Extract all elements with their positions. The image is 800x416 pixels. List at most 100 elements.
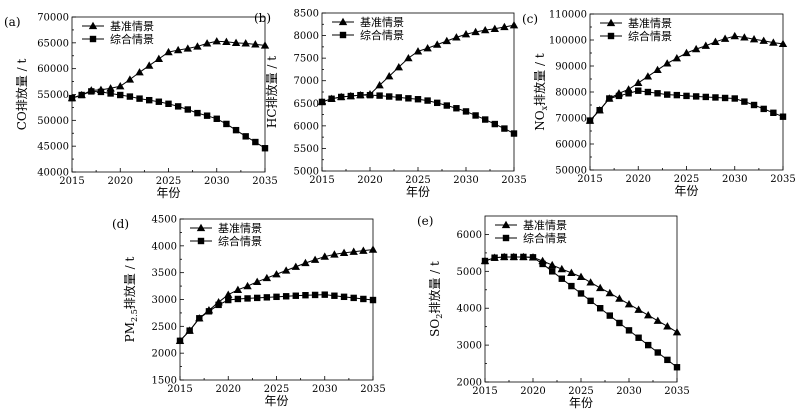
x-tick-label: 2030 <box>453 175 478 186</box>
data-point <box>155 98 163 105</box>
data-point <box>263 294 271 301</box>
panel-label: (c) <box>522 12 538 26</box>
data-point <box>605 288 614 297</box>
y-tick-label: 110000 <box>549 10 587 21</box>
data-point <box>568 282 575 290</box>
y-axis-label: NOx排放量 / t <box>532 53 549 131</box>
data-point <box>606 312 613 319</box>
y-axis-label: HC排放量 / t <box>264 56 279 128</box>
x-tick-label: 2025 <box>405 175 430 186</box>
legend-marker <box>607 32 615 40</box>
data-point <box>501 253 508 261</box>
data-point <box>224 290 233 298</box>
series-baseline <box>317 20 519 106</box>
x-tick-label: 2015 <box>59 176 84 187</box>
data-point <box>252 138 259 146</box>
data-point <box>615 92 623 100</box>
data-point <box>318 98 326 106</box>
data-point <box>596 107 603 114</box>
data-point <box>174 103 182 110</box>
data-point <box>491 120 498 128</box>
data-point <box>414 96 422 103</box>
data-point <box>232 126 240 134</box>
data-point <box>302 292 309 299</box>
y-tick-label: 60000 <box>37 64 69 75</box>
data-point <box>126 93 134 100</box>
legend-marker <box>338 17 348 26</box>
data-point <box>369 296 377 304</box>
panel-label: (a) <box>4 15 21 29</box>
y-tick-label: 50000 <box>555 166 587 177</box>
data-point <box>261 145 269 152</box>
data-point <box>434 99 441 107</box>
data-point <box>663 59 672 67</box>
data-point <box>586 117 594 124</box>
data-point <box>712 94 719 101</box>
data-point <box>424 97 431 104</box>
data-point <box>635 334 642 341</box>
legend-marker <box>196 223 206 232</box>
y-axis-label: SO2排放量 / t <box>427 261 444 337</box>
data-point <box>116 82 125 90</box>
series-baseline <box>585 31 788 124</box>
x-tick-label: 2035 <box>360 384 385 395</box>
legend-marker <box>502 234 510 242</box>
data-point <box>769 38 778 46</box>
data-point <box>405 95 412 102</box>
data-point <box>433 40 442 48</box>
data-point <box>721 94 729 102</box>
data-point <box>310 255 320 263</box>
data-point <box>385 72 394 80</box>
data-point <box>586 278 595 286</box>
y-tick-label: 3000 <box>457 341 482 352</box>
series-comprehensive <box>318 91 518 137</box>
y-tick-label: 6000 <box>294 121 319 132</box>
data-point <box>404 53 413 62</box>
data-point <box>241 39 250 47</box>
y-tick-label: 6500 <box>294 99 319 110</box>
series-comprehensive <box>481 253 681 371</box>
data-point <box>653 65 662 74</box>
legend-entry: 基准情景 <box>628 17 672 30</box>
y-tick-label: 7000 <box>294 76 319 87</box>
series-line <box>71 90 266 149</box>
x-tick-label: 2025 <box>674 174 699 185</box>
data-point <box>88 88 95 95</box>
data-point <box>321 291 328 298</box>
data-point <box>203 112 211 119</box>
panel-label: (e) <box>417 214 433 228</box>
data-point <box>291 262 300 270</box>
data-point <box>711 37 720 45</box>
data-point <box>779 113 787 120</box>
data-point <box>338 93 345 101</box>
data-point <box>186 327 193 334</box>
data-point <box>558 275 565 282</box>
x-axis-label: 年份 <box>264 394 288 408</box>
legend-marker <box>339 31 347 39</box>
chart-panel-a: 2015 2020 2025 2030 2035 40000 45000 50000 55000… <box>4 13 278 201</box>
data-point <box>107 90 114 97</box>
data-point <box>243 281 252 290</box>
legend-entry: 基准情景 <box>218 222 262 235</box>
data-point <box>328 95 335 102</box>
data-point <box>311 291 319 299</box>
data-point <box>597 305 604 312</box>
y-tick-label: 5500 <box>294 144 319 155</box>
plot-frame <box>484 215 678 383</box>
data-point <box>145 61 154 69</box>
data-point <box>625 327 633 334</box>
data-point <box>635 87 642 94</box>
x-axis-label: 年份 <box>674 184 698 198</box>
data-point <box>360 295 367 303</box>
data-point <box>673 364 681 371</box>
data-point <box>242 133 249 140</box>
data-point <box>616 319 623 327</box>
y-tick-label: 70000 <box>555 114 587 125</box>
y-tick-label: 70000 <box>37 13 69 24</box>
data-point <box>529 254 537 261</box>
data-point <box>672 54 682 62</box>
legend-entry: 综合情景 <box>110 32 154 46</box>
data-point <box>222 37 231 45</box>
y-tick-label: 8000 <box>294 31 319 42</box>
data-point <box>557 264 566 273</box>
